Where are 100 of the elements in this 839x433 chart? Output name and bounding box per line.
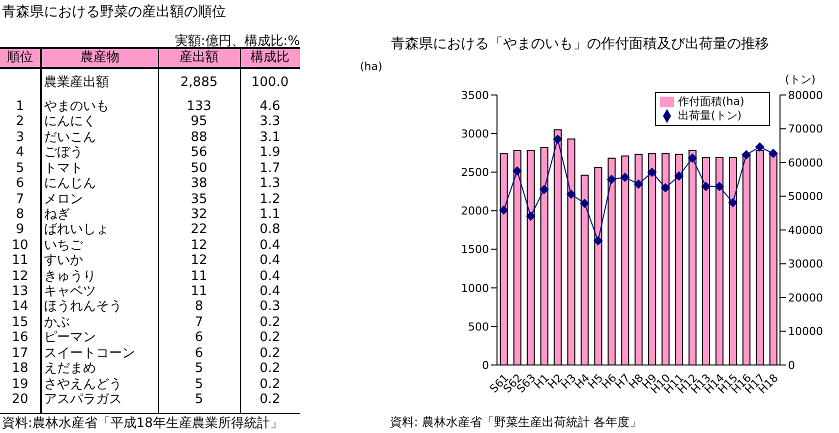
data-label: 11 [190, 284, 208, 300]
point [540, 185, 549, 194]
text: 実額:億円、構成比:% [174, 33, 300, 50]
data-label: 0.2 [258, 346, 282, 362]
point [742, 150, 751, 160]
y-tick-label: 3500 [461, 88, 489, 102]
data-label: 4.6 [258, 99, 282, 115]
category-label: スイートコーン [44, 346, 136, 362]
point [566, 190, 576, 199]
category-label: きゅうり [44, 268, 97, 285]
point [634, 180, 643, 189]
data-label: 6 [194, 346, 204, 362]
y-axis-title: (ha) [360, 60, 382, 73]
y2-tick-label: 50000 [788, 190, 823, 204]
category-label: すいか [44, 253, 84, 270]
data-label: 1.3 [258, 176, 282, 192]
data-label: 1.1 [258, 206, 282, 223]
data-label: 19 [10, 376, 30, 393]
category-label: だいこん [44, 130, 97, 146]
data-label: 2,885 [179, 75, 219, 91]
data-label: 0.4 [258, 253, 282, 270]
data-label: 13 [10, 284, 30, 300]
data-label: 6 [14, 176, 26, 192]
data-label: 8 [14, 206, 26, 223]
data-label: 38 [190, 176, 208, 192]
category-label: ほうれんそう [44, 299, 123, 316]
chart-title: 青森県における「やまのいも」の作付面積及び出荷量の推移 [390, 35, 770, 53]
data-label: 9 [14, 222, 26, 238]
category-label: ピーマン [44, 330, 97, 346]
category-label: アスパラガス [44, 392, 123, 408]
data-label: 88 [190, 130, 208, 146]
text: 青森県における野菜の産出額の順位 [2, 3, 226, 21]
y-tick-label: 1500 [461, 243, 489, 256]
point [660, 183, 670, 192]
y2-tick-label: 70000 [788, 122, 823, 136]
data-label: 4 [14, 145, 26, 162]
category-label: えだまめ [44, 361, 97, 378]
category-label: にんにく [44, 114, 97, 130]
category-label: やまのいも [44, 99, 110, 115]
data-label: 0.4 [258, 268, 282, 285]
data-label: 1.9 [258, 145, 282, 162]
text: 資料: 農林水産省「野菜生産出荷統計 各年度」 [390, 414, 642, 431]
point [526, 212, 536, 221]
data-label: 0.3 [258, 299, 282, 316]
data-label: 35 [190, 192, 208, 208]
data-label: 7 [194, 314, 204, 331]
data-label: 0.2 [258, 376, 282, 393]
y-tick-label: 0 [482, 358, 489, 372]
y2-tick-label: 80000 [788, 88, 823, 102]
data-label: 3.3 [258, 114, 282, 130]
legend-label: 出荷量(トン) [678, 109, 742, 122]
data-label: 3 [14, 130, 26, 146]
data-label: 14 [10, 299, 30, 316]
y-tick-label: 3000 [461, 127, 489, 140]
data-label: 18 [10, 361, 30, 378]
point [768, 148, 778, 158]
category-label: かぶ [44, 314, 71, 330]
text: 構成比 [250, 49, 290, 67]
data-label: 0.4 [258, 284, 282, 300]
data-label: 12 [190, 238, 208, 254]
data-label: 32 [190, 206, 208, 223]
data-label: 7 [14, 192, 26, 208]
data-label: 95 [190, 114, 208, 130]
point [512, 166, 522, 176]
category-label: ばれいしょ [44, 222, 110, 238]
data-label: 133 [186, 99, 212, 115]
point [499, 206, 508, 215]
data-label: 5 [194, 361, 204, 378]
data-label: 1.7 [258, 160, 282, 177]
category-label: キャベツ [44, 284, 97, 300]
data-label: 1 [14, 99, 26, 115]
y2-tick-label: 30000 [788, 258, 823, 271]
legend-label: 作付面積(ha) [678, 95, 744, 108]
data-label: 5 [194, 376, 204, 393]
category-label: トマト [44, 160, 84, 177]
point [607, 174, 616, 184]
data-label: 11 [10, 253, 30, 270]
text: 資料:農林水産省「平成18年生産農業所得統計」 [2, 415, 283, 432]
data-label: 11 [190, 268, 208, 285]
data-label: 12 [10, 268, 30, 285]
data-label: 2 [14, 114, 26, 130]
y-tick-label: 2000 [461, 204, 489, 218]
y2-tick-label: 60000 [788, 156, 823, 170]
data-label: 20 [10, 392, 30, 408]
point [580, 198, 590, 208]
data-label: 0.2 [258, 361, 282, 378]
text: 農産物 [80, 49, 120, 67]
point [755, 142, 764, 152]
data-label: 0.2 [258, 330, 282, 346]
data-label: 3.1 [258, 130, 282, 146]
data-label: 6 [194, 330, 204, 346]
category-label: ごぼう [44, 145, 84, 162]
data-label: 5 [194, 392, 204, 408]
data-label: 0.4 [258, 238, 282, 254]
y2-tick-label: 0 [788, 358, 795, 372]
point [594, 236, 603, 246]
point [553, 134, 562, 144]
category-label: にんじん [44, 176, 97, 192]
category-label: メロン [44, 192, 84, 208]
data-label: 17 [10, 346, 30, 362]
